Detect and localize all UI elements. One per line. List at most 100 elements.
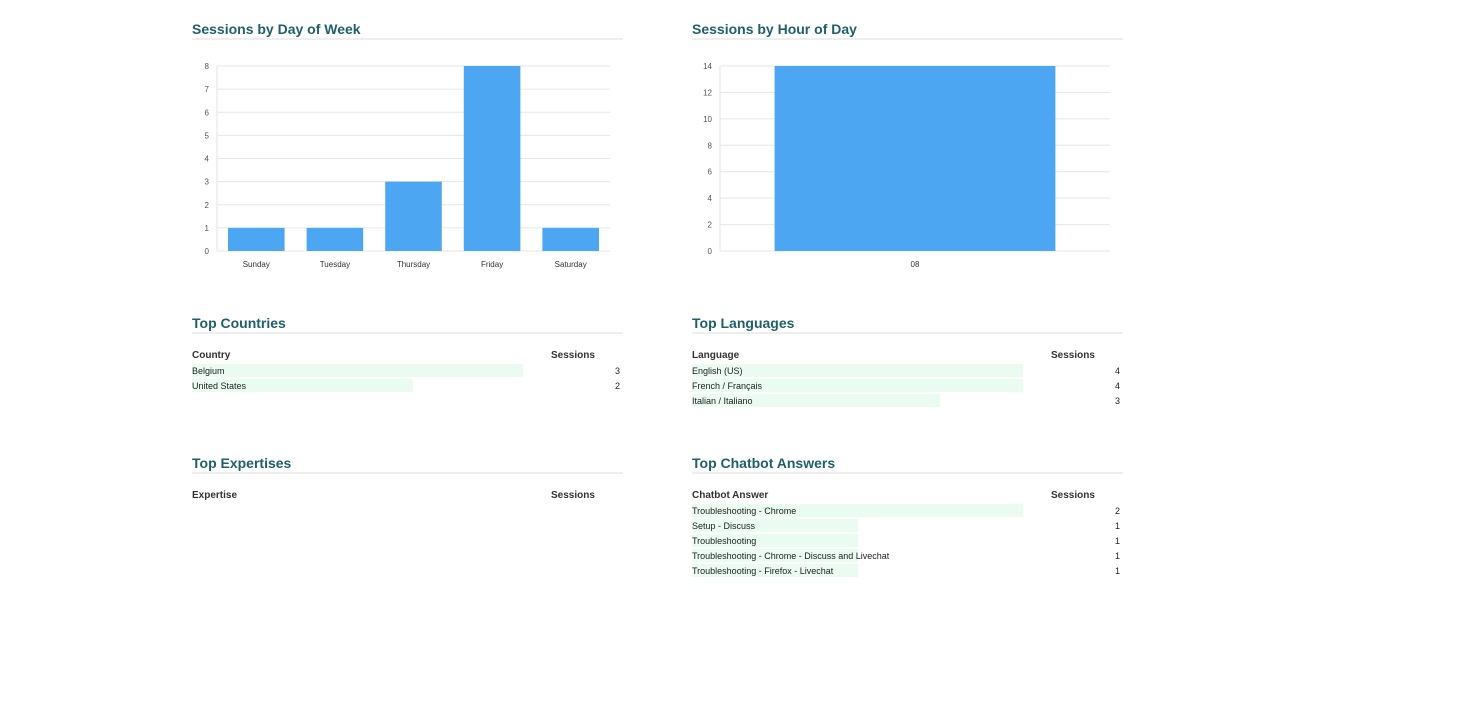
column-header-sessions[interactable]: Sessions: [1051, 489, 1095, 501]
language-sessions-value: 4: [1114, 380, 1120, 391]
day-of-week-title: Sessions by Day of Week: [192, 21, 623, 40]
country-name: Belgium: [192, 365, 225, 376]
top-countries-title: Top Countries: [192, 315, 623, 334]
bar-day-saturday[interactable]: [542, 227, 599, 251]
chatbot-answer-name: Setup - Discuss: [692, 520, 756, 531]
table-header-row: Language Sessions: [692, 346, 1123, 363]
table-row[interactable]: Troubleshooting - Chrome 2: [692, 503, 1123, 518]
column-header-chatbot-answer[interactable]: Chatbot Answer: [692, 489, 769, 501]
top-chatbot-answers-table: Chatbot Answer Sessions Troubleshooting …: [692, 486, 1123, 578]
chatbot-answer-sessions-value: 1: [1114, 520, 1120, 531]
country-label-cell: United States: [192, 378, 523, 393]
table-row[interactable]: Troubleshooting - Firefox - Livechat 1: [692, 563, 1123, 578]
language-label-cell: Italian / Italiano: [692, 393, 1023, 408]
chatbot-answer-sessions-value: 1: [1114, 565, 1120, 576]
y-tick-label: 0: [205, 247, 210, 256]
language-name: French / Français: [692, 380, 763, 391]
x-tick-label: Friday: [481, 260, 503, 269]
country-sessions-value: 3: [614, 365, 620, 376]
chatbot-answer-share-bar: [692, 519, 858, 532]
y-tick-label: 2: [205, 201, 210, 210]
column-header-expertise[interactable]: Expertise: [192, 489, 238, 501]
y-tick-label: 4: [708, 194, 713, 203]
language-share-bar: [692, 364, 1023, 377]
column-header-country[interactable]: Country: [192, 349, 231, 361]
top-languages-table: Language Sessions English (US) 4 French / …: [692, 346, 1123, 408]
chatbot-answer-label-cell: Troubleshooting - Firefox - Livechat: [692, 563, 1023, 578]
top-countries-table: Country Sessions Belgium 3 United States 2: [192, 346, 623, 393]
hour-of-day-chart: 0 2 4 6 8 10 12 14 08: [703, 62, 1110, 269]
chatbot-answer-share-bar: [692, 549, 858, 562]
table-row[interactable]: Italian / Italiano 3: [692, 393, 1123, 408]
chatbot-answer-share-bar: [692, 534, 858, 547]
country-sessions-value: 2: [614, 380, 620, 391]
hour-of-day-title: Sessions by Hour of Day: [692, 21, 1123, 40]
top-countries-panel: Top Countries Country Sessions Belgium 3 U…: [192, 315, 623, 393]
top-expertises-table: Expertise Sessions: [192, 486, 623, 503]
language-share-bar: [692, 394, 941, 407]
language-sessions-value: 3: [1114, 395, 1120, 406]
y-tick-label: 8: [205, 62, 210, 71]
x-tick-label: 08: [911, 260, 920, 269]
column-header-sessions[interactable]: Sessions: [1051, 349, 1095, 361]
y-tick-label: 5: [205, 131, 210, 140]
country-share-bar: [192, 364, 523, 377]
column-header-sessions[interactable]: Sessions: [551, 349, 595, 361]
table-row[interactable]: French / Français 4: [692, 378, 1123, 393]
day-of-week-panel: Sessions by Day of Week 0 1 2 3 4 5 6 7 8 Sunday T…: [192, 21, 623, 269]
column-header-sessions[interactable]: Sessions: [551, 489, 595, 501]
y-tick-label: 12: [703, 88, 712, 97]
language-sessions-value: 4: [1114, 365, 1120, 376]
table-row[interactable]: English (US) 4: [692, 363, 1123, 378]
bar-day-friday[interactable]: [463, 66, 521, 251]
language-name: English (US): [692, 365, 743, 376]
bar-day-tuesday[interactable]: [306, 227, 364, 251]
x-tick-label: Sunday: [243, 260, 270, 269]
table-row[interactable]: Troubleshooting 1: [692, 533, 1123, 548]
table-row[interactable]: Belgium 3: [192, 363, 623, 378]
language-label-cell: English (US): [692, 363, 1023, 378]
table-header-row: Expertise Sessions: [192, 486, 623, 503]
table-row[interactable]: Setup - Discuss 1: [692, 518, 1123, 533]
y-tick-label: 1: [205, 224, 210, 233]
chatbot-answer-sessions-value: 1: [1114, 550, 1120, 561]
top-expertises-panel: Top Expertises Expertise Sessions: [192, 455, 623, 503]
table-row[interactable]: Troubleshooting - Chrome - Discuss and L…: [692, 548, 1123, 563]
chatbot-answer-name: Troubleshooting: [692, 535, 757, 546]
y-tick-label: 10: [703, 115, 712, 124]
chatbot-answer-label-cell: Setup - Discuss: [692, 518, 1023, 533]
chatbot-answer-label-cell: Troubleshooting: [692, 533, 1023, 548]
y-tick-label: 0: [708, 247, 713, 256]
bar-hour-08[interactable]: [774, 66, 1056, 251]
chatbot-answer-share-bar: [692, 504, 1023, 517]
y-tick-label: 14: [703, 62, 712, 71]
y-tick-label: 6: [708, 168, 713, 177]
chatbot-answer-sessions-value: 2: [1114, 505, 1120, 516]
x-tick-label: Tuesday: [320, 260, 350, 269]
top-expertises-title: Top Expertises: [192, 455, 623, 474]
y-tick-label: 7: [205, 85, 210, 94]
table-header-row: Chatbot Answer Sessions: [692, 486, 1123, 503]
top-languages-panel: Top Languages Language Sessions English …: [692, 315, 1123, 408]
hour-of-day-panel: Sessions by Hour of Day 0 2 4 6 8 10 12 14 08: [692, 21, 1123, 269]
language-share-bar: [692, 379, 1023, 392]
country-name: United States: [192, 380, 247, 391]
bar-day-thursday[interactable]: [385, 181, 442, 251]
country-share-bar: [192, 379, 413, 392]
day-of-week-chart-area: 0 1 2 3 4 5 6 7 8 Sunday Tuesday Thursday Friday Satu…: [192, 41, 623, 291]
chatbot-answer-name: Troubleshooting - Chrome - Discuss and L…: [692, 550, 890, 561]
table-row[interactable]: United States 2: [192, 378, 623, 393]
top-languages-title: Top Languages: [692, 315, 1123, 334]
chatbot-answer-share-bar: [692, 564, 858, 577]
language-name: Italian / Italiano: [692, 395, 753, 406]
top-chatbot-answers-panel: Top Chatbot Answers Chatbot Answer Sessi…: [692, 455, 1123, 578]
chatbot-answer-label-cell: Troubleshooting - Chrome: [692, 503, 1023, 518]
chatbot-answer-sessions-value: 1: [1114, 535, 1120, 546]
y-tick-label: 3: [205, 178, 210, 187]
y-tick-label: 8: [708, 141, 713, 150]
x-tick-label: Thursday: [397, 260, 430, 269]
bar-day-sunday[interactable]: [228, 227, 285, 251]
column-header-language[interactable]: Language: [692, 349, 740, 361]
y-tick-label: 2: [708, 221, 713, 230]
top-chatbot-answers-title: Top Chatbot Answers: [692, 455, 1123, 474]
